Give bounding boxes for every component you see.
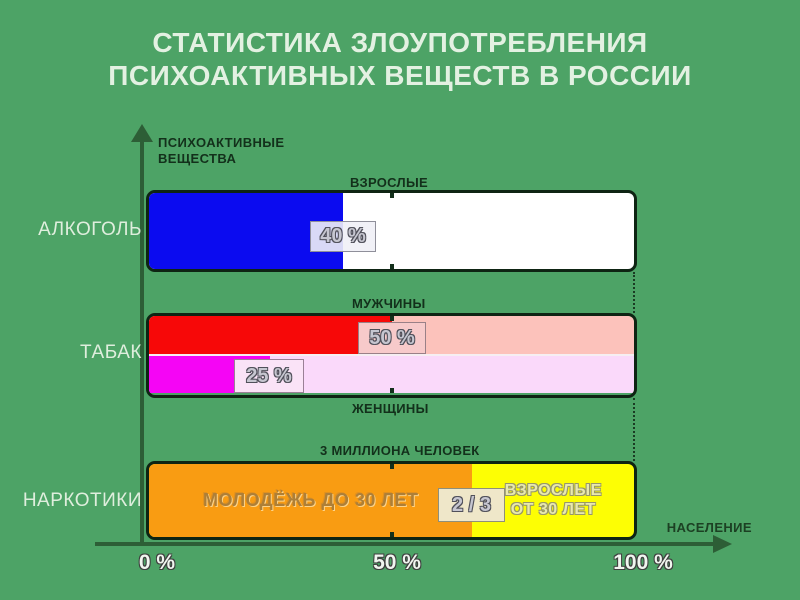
- value-badge-drugs: 2 / 3: [438, 488, 505, 522]
- hundred-percent-guide: [633, 398, 635, 461]
- x-tick-0: 0 %: [138, 551, 176, 574]
- y-axis-line: [140, 140, 144, 544]
- group-label-men: МУЖЧИНЫ: [352, 296, 426, 311]
- x-axis-title: НАСЕЛЕНИЕ: [666, 520, 752, 535]
- y-axis-arrow-icon: [131, 124, 153, 142]
- page-title-line2: ПСИХОАКТИВНЫХ ВЕЩЕСТВ В РОССИИ: [108, 60, 692, 91]
- category-label-tobacco: ТАБАК: [80, 342, 142, 363]
- x-axis-line: [95, 542, 715, 546]
- value-badge-alcohol: 40 %: [310, 221, 376, 252]
- page-title-line1: СТАТИСТИКА ЗЛОУПОТРЕБЛЕНИЯ: [152, 27, 648, 58]
- x-axis-arrow-icon: [713, 535, 732, 553]
- drugs-youth-segment-label: МОЛОДЁЖЬ ДО 30 ЛЕТ: [202, 490, 419, 510]
- hundred-percent-guide: [633, 272, 635, 313]
- bar-alcohol: [146, 190, 637, 272]
- page-title: СТАТИСТИКА ЗЛОУПОТРЕБЛЕНИЯ ПСИХОАКТИВНЫХ…: [0, 26, 800, 92]
- bar-drugs-track: МОЛОДЁЖЬ ДО 30 ЛЕТ ВЗРОСЛЫЕ ОТ 30 ЛЕТ: [149, 464, 634, 537]
- group-label-adults: ВЗРОСЛЫЕ: [350, 175, 428, 190]
- fifty-percent-tick: [389, 193, 394, 198]
- bar-drugs-fill: [149, 464, 473, 537]
- category-label-alcohol: АЛКОГОЛЬ: [38, 219, 142, 240]
- x-tick-50: 50 %: [373, 551, 421, 574]
- fifty-percent-tick: [389, 388, 394, 393]
- category-label-drugs: НАРКОТИКИ: [22, 490, 142, 511]
- value-badge-tobacco-men: 50 %: [358, 322, 426, 354]
- group-label-women: ЖЕНЩИНЫ: [352, 401, 429, 416]
- bar-alcohol-track: [149, 193, 634, 269]
- x-tick-100: 100 %: [613, 551, 673, 574]
- drugs-adults-segment-label: ВЗРОСЛЫЕ ОТ 30 ЛЕТ: [473, 481, 635, 519]
- bar-drugs: МОЛОДЁЖЬ ДО 30 ЛЕТ ВЗРОСЛЫЕ ОТ 30 ЛЕТ: [146, 461, 637, 540]
- y-axis-title: ПСИХОАКТИВНЫЕ ВЕЩЕСТВА: [158, 135, 285, 167]
- value-badge-tobacco-women: 25 %: [234, 359, 304, 393]
- drugs-adults-line2: ОТ 30 ЛЕТ: [510, 501, 596, 518]
- fifty-percent-tick: [389, 532, 394, 537]
- fifty-percent-tick: [389, 264, 394, 269]
- fifty-percent-tick: [389, 464, 394, 469]
- y-axis-title-line2: ВЕЩЕСТВА: [158, 151, 237, 166]
- bar-tobacco-women-track: [149, 356, 634, 393]
- fifty-percent-tick: [389, 316, 394, 321]
- group-label-3-million: 3 МИЛЛИОНА ЧЕЛОВЕК: [320, 443, 480, 458]
- bar-tobacco-men-fill: [149, 316, 392, 354]
- drugs-adults-line1: ВЗРОСЛЫЕ: [504, 482, 602, 499]
- y-axis-title-line1: ПСИХОАКТИВНЫЕ: [158, 135, 285, 150]
